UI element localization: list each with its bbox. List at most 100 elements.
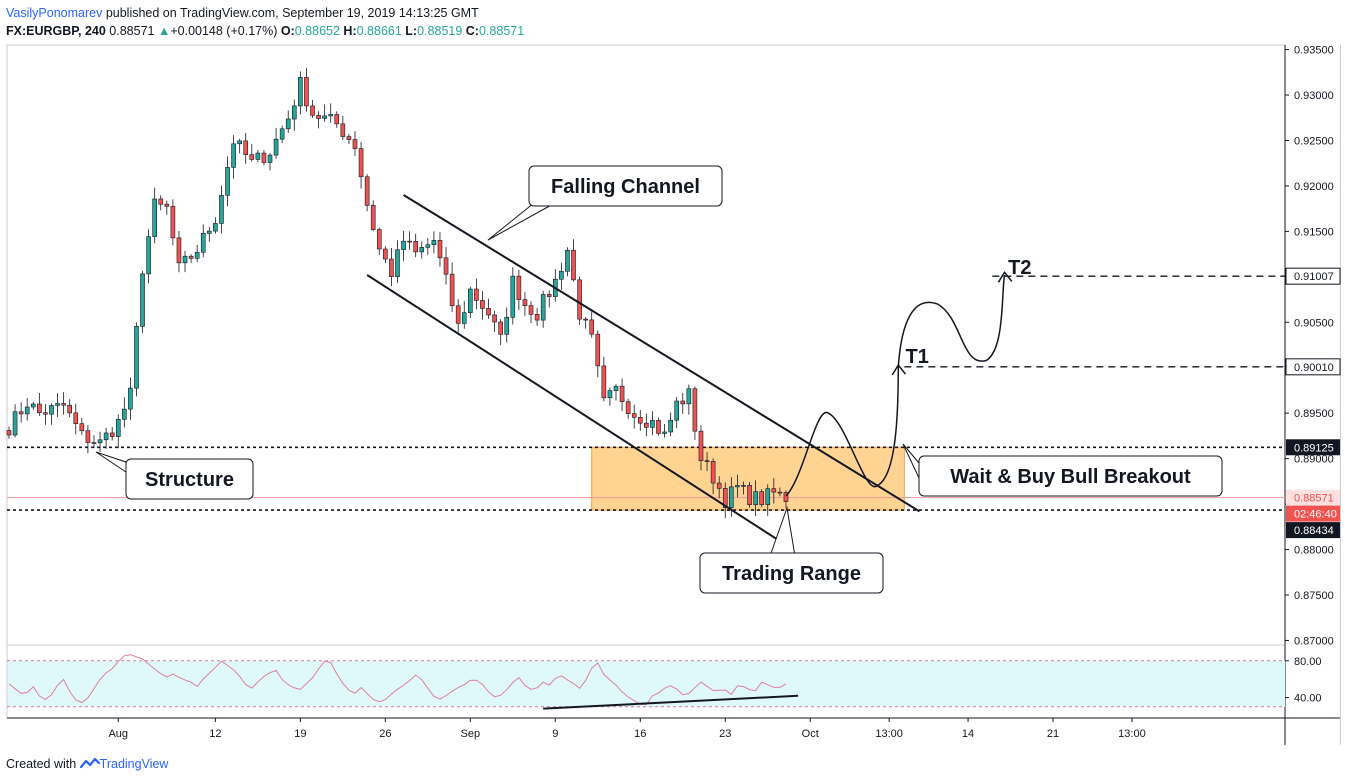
candle: [370, 200, 376, 232]
candle-body-up: [662, 431, 667, 434]
t2-price-tag: 0.91007: [1285, 267, 1341, 285]
candle: [200, 224, 206, 257]
candle: [686, 384, 692, 415]
candle-body-up: [49, 405, 54, 415]
candle: [589, 309, 595, 338]
close-label: C:: [465, 24, 479, 38]
candle-body-down: [528, 305, 534, 315]
current-price-tag-bg: [1286, 489, 1340, 506]
candle: [316, 111, 321, 129]
symbol-interval[interactable]: FX:EURGBP, 240: [6, 24, 106, 38]
candle-body-up: [510, 275, 516, 318]
candle: [389, 247, 394, 287]
t1-arrow-head: [891, 363, 907, 376]
candle-body-up: [395, 249, 400, 277]
candle-body-down: [370, 205, 376, 230]
candle: [619, 378, 625, 412]
candle-body-down: [498, 321, 503, 335]
trading-range-callout: Trading Range: [699, 506, 884, 594]
published-text: published on TradingView.com, September …: [102, 6, 479, 20]
candle: [79, 417, 85, 435]
candle-body-down: [443, 257, 449, 275]
breakout-callout-box: [918, 455, 1223, 497]
candle-body-up: [267, 154, 273, 163]
candle-body-up: [559, 270, 564, 280]
candle: [783, 490, 789, 509]
candle-body-up: [668, 419, 673, 433]
candle: [273, 127, 279, 159]
candle-body-down: [376, 229, 382, 250]
candle-body-down: [722, 488, 728, 508]
breakout-callout: Wait & Buy Bull Breakout: [902, 443, 1223, 497]
candle-body-up: [279, 128, 285, 140]
candle: [231, 135, 236, 179]
candle: [128, 377, 133, 421]
candle-body-down: [176, 237, 182, 264]
candle-body-down: [304, 77, 309, 107]
falling-channel-callout-text: Falling Channel: [551, 176, 700, 198]
falling-channel-callout-box: [528, 165, 723, 207]
candle-body-up: [12, 411, 18, 436]
candle: [67, 399, 72, 418]
candle-body-down: [747, 485, 752, 505]
time-tick-label: 9: [552, 728, 558, 740]
candle: [644, 413, 649, 437]
candle-body-down: [170, 205, 176, 239]
candle: [662, 424, 667, 438]
author-link[interactable]: VasilyPonomarev: [6, 6, 103, 20]
candle: [334, 111, 340, 128]
candle-body-down: [680, 400, 686, 405]
candle-body-up: [607, 390, 613, 399]
candle: [225, 156, 230, 207]
candle: [492, 310, 497, 332]
candle-body-down: [631, 413, 637, 418]
candle: [747, 482, 752, 508]
candle-body-up: [122, 408, 127, 420]
candle-body-up: [237, 140, 242, 145]
candle-body-up: [115, 418, 121, 437]
candle-body-down: [716, 482, 722, 489]
structure-callout-pointer: [95, 451, 127, 473]
chart-header: VasilyPonomarev published on TradingView…: [6, 4, 524, 40]
candle: [383, 246, 388, 264]
falling-channel-callout: Falling Channel: [487, 165, 723, 241]
structure-callout: Structure: [95, 451, 254, 500]
candle: [656, 417, 661, 436]
candle-body-up: [431, 240, 437, 246]
candle-body-down: [583, 318, 588, 321]
candle-body-down: [164, 203, 170, 207]
candle: [30, 401, 36, 410]
candle: [431, 231, 437, 254]
candle-body-down: [455, 305, 461, 324]
candle-body-down: [771, 488, 777, 493]
candle-body-up: [285, 118, 291, 130]
candle: [650, 411, 655, 436]
t1-label: T1: [906, 346, 929, 368]
candle: [607, 387, 613, 406]
candle-body-down: [577, 279, 582, 320]
candle-body-up: [298, 77, 303, 107]
candle-body-down: [601, 365, 607, 399]
candle: [43, 403, 48, 425]
candle-body-down: [413, 241, 418, 253]
price-tick-label: 0.87000: [1294, 635, 1334, 647]
candle-body-down: [546, 294, 552, 297]
candle-body-up: [128, 387, 133, 410]
channel-lower-line: [366, 274, 787, 546]
candle-body-down: [109, 432, 115, 437]
candle-body-down: [486, 308, 491, 316]
candle-body-down: [534, 314, 540, 321]
candle: [407, 231, 412, 250]
candle: [498, 319, 503, 346]
time-tick-label: Oct: [802, 728, 819, 740]
candle: [285, 110, 291, 134]
candle: [237, 138, 242, 154]
trading-range-callout-pointer: [769, 506, 796, 557]
last-price: 0.88571: [109, 24, 155, 38]
tradingview-brand[interactable]: TradingView: [99, 757, 169, 771]
candle: [613, 384, 619, 401]
candle: [443, 247, 449, 285]
candle: [322, 104, 327, 122]
candle-body-up: [219, 194, 224, 224]
